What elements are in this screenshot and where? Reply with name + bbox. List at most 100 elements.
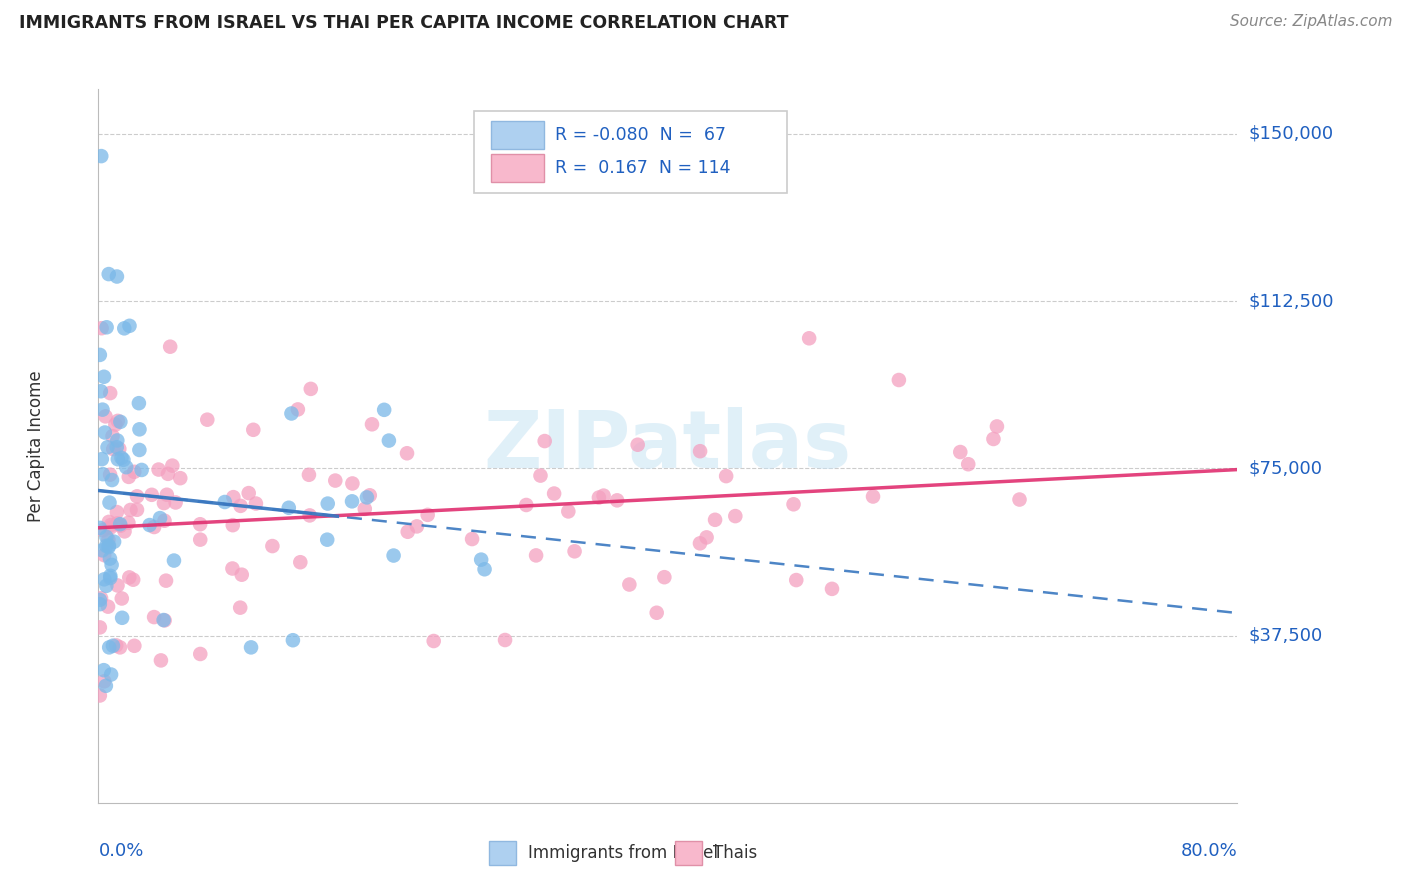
Point: [529, 468, 551, 483]
Point: [105, 434, 128, 448]
Point: [91, 543, 114, 558]
Point: [100, 558, 122, 572]
Point: [287, 402, 309, 417]
Point: [188, 647, 211, 661]
Point: [290, 555, 312, 569]
Point: [115, 460, 138, 475]
Point: [195, 412, 218, 426]
Point: [105, 440, 128, 454]
Point: [89, 592, 111, 607]
Point: [143, 610, 166, 624]
Point: [112, 321, 135, 335]
Point: [340, 494, 363, 508]
Point: [353, 501, 375, 516]
Point: [124, 639, 146, 653]
Point: [93, 674, 115, 689]
Point: [231, 567, 253, 582]
Point: [378, 434, 401, 448]
Point: [98, 467, 121, 482]
Point: [361, 417, 384, 432]
Point: [89, 620, 111, 634]
Point: [474, 562, 496, 576]
Point: [94, 409, 117, 424]
Point: [704, 513, 727, 527]
Point: [108, 517, 131, 532]
Point: [494, 632, 516, 647]
Point: [90, 384, 112, 399]
Point: [156, 467, 179, 481]
Point: [862, 490, 884, 504]
Point: [93, 548, 115, 562]
Point: [122, 573, 145, 587]
Point: [222, 490, 245, 504]
Text: Immigrants from Israel: Immigrants from Israel: [527, 844, 718, 862]
Point: [405, 519, 427, 533]
Point: [1008, 492, 1031, 507]
Point: [91, 523, 114, 537]
Point: [316, 497, 339, 511]
Text: $37,500: $37,500: [1249, 626, 1323, 645]
Point: [785, 573, 807, 587]
Point: [416, 508, 439, 522]
Point: [98, 386, 121, 401]
Point: [108, 442, 131, 456]
Point: [98, 571, 121, 585]
Point: [97, 515, 120, 529]
Point: [159, 340, 181, 354]
Point: [396, 524, 419, 539]
Point: [100, 518, 122, 533]
Point: [101, 639, 124, 653]
Point: [90, 452, 112, 467]
Point: [281, 633, 304, 648]
Point: [97, 267, 120, 281]
Point: [188, 533, 211, 547]
Point: [98, 495, 121, 509]
Point: [724, 509, 747, 524]
Point: [588, 491, 610, 505]
Point: [125, 489, 148, 503]
Point: [422, 634, 444, 648]
Point: [163, 553, 186, 567]
Point: [96, 320, 118, 334]
Point: [645, 606, 668, 620]
Point: [111, 591, 134, 606]
Point: [221, 561, 243, 575]
Point: [887, 373, 910, 387]
Point: [229, 499, 252, 513]
Point: [245, 496, 267, 510]
Point: [96, 539, 118, 553]
Point: [533, 434, 555, 448]
Point: [619, 577, 641, 591]
Point: [90, 591, 112, 606]
Point: [107, 414, 129, 428]
Point: [97, 599, 120, 614]
Point: [162, 458, 184, 473]
Text: Source: ZipAtlas.com: Source: ZipAtlas.com: [1230, 14, 1392, 29]
Point: [983, 432, 1005, 446]
Point: [689, 444, 711, 458]
Point: [98, 569, 121, 583]
Point: [155, 574, 177, 588]
Text: IMMIGRANTS FROM ISRAEL VS THAI PER CAPITA INCOME CORRELATION CHART: IMMIGRANTS FROM ISRAEL VS THAI PER CAPIT…: [20, 14, 789, 32]
Point: [564, 544, 586, 558]
Point: [592, 489, 614, 503]
Point: [153, 496, 176, 510]
Point: [91, 402, 114, 417]
Text: $150,000: $150,000: [1249, 125, 1333, 143]
Text: $75,000: $75,000: [1249, 459, 1323, 477]
Point: [110, 415, 132, 429]
Point: [298, 467, 321, 482]
Point: [165, 495, 187, 509]
Point: [118, 318, 141, 333]
Point: [606, 493, 628, 508]
Point: [110, 450, 132, 465]
Point: [153, 614, 176, 628]
Point: [557, 504, 579, 518]
Point: [112, 452, 135, 467]
Point: [949, 445, 972, 459]
Point: [124, 465, 146, 479]
Point: [470, 552, 492, 566]
Point: [131, 463, 153, 477]
Point: [141, 488, 163, 502]
FancyBboxPatch shape: [474, 111, 787, 193]
